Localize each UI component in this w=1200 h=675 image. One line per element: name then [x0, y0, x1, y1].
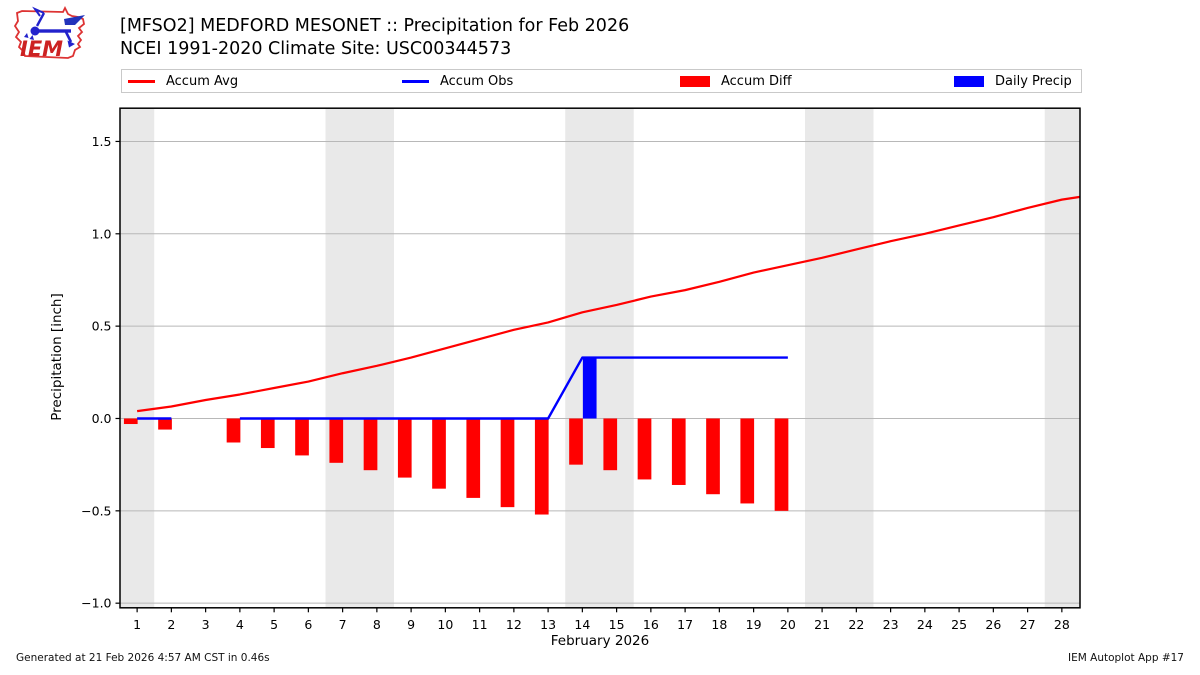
legend-swatch-accum-avg	[128, 79, 155, 83]
x-tick-label: 18	[711, 617, 727, 632]
legend-label-accum-diff: Accum Diff	[721, 73, 792, 89]
weekend-band	[1044, 108, 1080, 608]
legend-item-accum-avg: Accum Avg	[128, 70, 238, 92]
weekend-band	[120, 108, 155, 608]
accum-diff-bar	[671, 418, 686, 485]
accum-diff-bar	[534, 418, 549, 515]
x-tick-label: 22	[848, 617, 864, 632]
accum-diff-bar	[260, 418, 275, 449]
accum-diff-bar	[466, 418, 481, 498]
x-tick-label: 28	[1054, 617, 1070, 632]
accum-diff-bar	[500, 418, 515, 508]
x-tick-label: 25	[951, 617, 967, 632]
x-tick-label: 27	[1020, 617, 1036, 632]
wind-vane-icon	[24, 6, 85, 48]
legend-swatch-daily-precip	[954, 75, 984, 87]
daily-precip-bars	[582, 357, 597, 419]
app-credit: IEM Autoplot App #17	[1068, 652, 1184, 664]
legend-label-accum-obs: Accum Obs	[440, 73, 514, 89]
x-tick-label: 10	[437, 617, 453, 632]
accum-diff-bar	[774, 418, 789, 511]
legend-swatch-accum-diff	[680, 75, 710, 87]
weekend-bands	[120, 108, 1080, 608]
x-tick-label: 15	[609, 617, 625, 632]
plot-border	[119, 107, 1081, 609]
accum-diff-bar	[295, 418, 309, 456]
x-tick-label: 8	[373, 617, 381, 632]
accum-avg-path	[136, 195, 1081, 413]
accum-diff-bar	[123, 418, 138, 425]
x-tick-label: 13	[540, 617, 556, 632]
x-tick-label: 26	[985, 617, 1001, 632]
legend-item-accum-obs: Accum Obs	[402, 70, 513, 92]
y-tick-label: 1.5	[92, 134, 112, 149]
legend-swatch-accum-obs	[402, 79, 429, 83]
accum-diff-bar	[226, 418, 241, 443]
y-tick-label: 1.0	[92, 226, 112, 241]
x-tick-label: 20	[780, 617, 796, 632]
accum-obs-line	[137, 356, 788, 420]
chart-subtitle: NCEI 1991-2020 Climate Site: USC00344573	[120, 39, 512, 59]
x-tick-label: 4	[236, 617, 244, 632]
legend-item-daily-precip: Daily Precip	[954, 70, 1072, 92]
x-tick-label: 19	[746, 617, 762, 632]
x-tick-label: 23	[883, 617, 899, 632]
x-tick-label: 3	[202, 617, 210, 632]
x-tick-label: 24	[917, 617, 933, 632]
y-axis-ticks: 1.5 1.0 0.5 0.0 −0.5 −1.0	[81, 134, 120, 611]
x-tick-label: 17	[677, 617, 693, 632]
accum-diff-bar	[637, 418, 652, 480]
x-tick-label: 21	[814, 617, 830, 632]
y-tick-label: −1.0	[81, 596, 111, 611]
legend: Accum Avg Accum Obs Accum Diff Daily Precip	[121, 69, 1082, 93]
accum-obs-segment	[239, 356, 788, 420]
x-tick-label: 1	[133, 617, 141, 632]
x-tick-label: 2	[167, 617, 175, 632]
y-axis-title: Precipitation [inch]	[49, 293, 65, 421]
x-axis-ticks: 1 2 3 4 5 6 7 8 9 10 11 12 13 14 15 16 17 18 19 20 21 22 23 24 2…	[133, 607, 1070, 632]
accum-diff-bar	[158, 418, 172, 430]
weekend-band	[804, 108, 874, 608]
accum-diff-bar	[603, 418, 618, 471]
legend-label-daily-precip: Daily Precip	[995, 73, 1072, 89]
x-tick-label: 9	[407, 617, 415, 632]
y-tick-label: 0.5	[92, 319, 112, 334]
generated-timestamp: Generated at 21 Feb 2026 4:57 AM CST in …	[16, 652, 270, 664]
accum-diff-bar	[329, 418, 344, 463]
iem-logo-text: IEM	[20, 37, 63, 61]
chart-title-block: [MFSO2] MEDFORD MESONET :: Precipitation…	[120, 15, 629, 61]
weekend-band	[325, 108, 394, 608]
chart-title: [MFSO2] MEDFORD MESONET :: Precipitation…	[120, 16, 630, 36]
x-tick-label: 14	[574, 617, 590, 632]
accum-diff-bar	[706, 418, 720, 495]
legend-label-accum-avg: Accum Avg	[166, 73, 239, 89]
y-tick-label: 0.0	[92, 411, 112, 426]
x-tick-label: 5	[270, 617, 278, 632]
y-tick-label: −0.5	[81, 503, 111, 518]
legend-item-accum-diff: Accum Diff	[680, 70, 792, 92]
accum-diff-bar	[432, 418, 446, 489]
x-tick-label: 16	[643, 617, 659, 632]
iem-logo: IEM	[13, 5, 85, 61]
daily-precip-bar	[582, 357, 597, 419]
accum-diff-bar	[397, 418, 412, 478]
x-tick-label: 11	[472, 617, 488, 632]
x-axis-title: February 2026	[550, 633, 650, 649]
accum-diff-bars	[123, 418, 789, 515]
accum-diff-bar	[569, 418, 583, 465]
x-tick-label: 12	[506, 617, 522, 632]
x-tick-label: 6	[304, 617, 312, 632]
x-tick-label: 7	[339, 617, 347, 632]
accum-diff-bar	[740, 418, 755, 504]
accum-diff-bar	[363, 418, 378, 471]
accum-avg-line	[136, 195, 1081, 413]
axes	[119, 107, 1081, 609]
